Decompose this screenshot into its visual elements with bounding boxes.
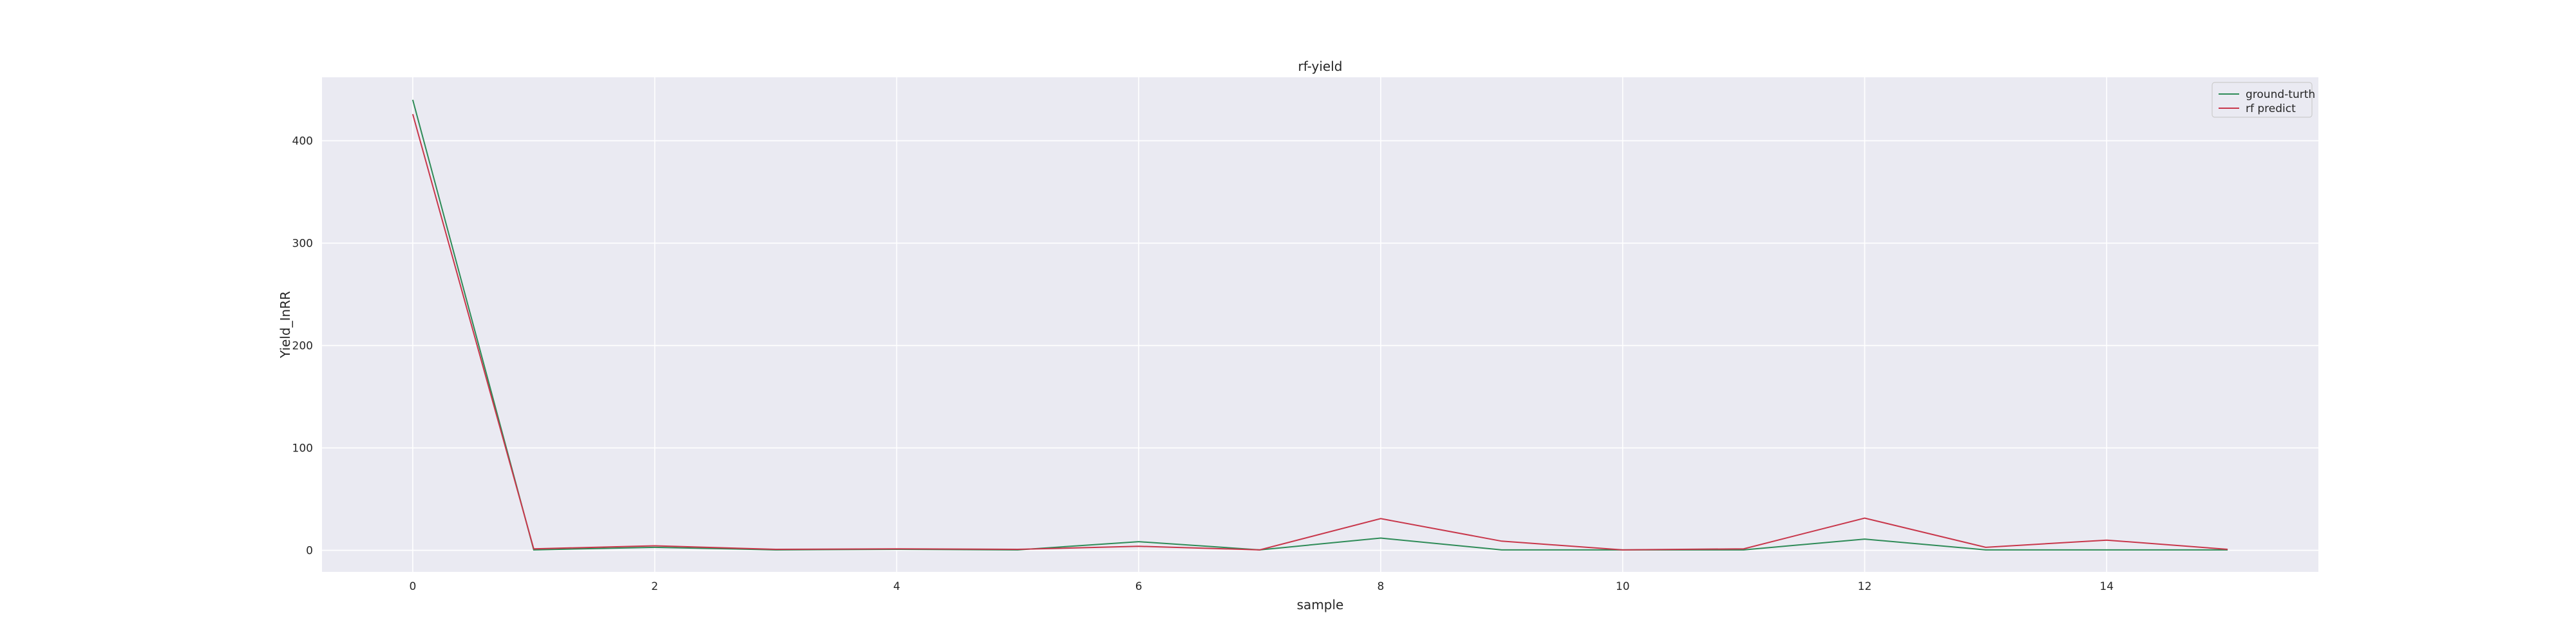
- series-line-ground-turth: [412, 99, 2228, 551]
- y-tick-label: 300: [292, 238, 313, 251]
- legend: ground-turth rf predict: [2211, 82, 2315, 118]
- x-tick-label: 0: [409, 580, 416, 593]
- series-line-rf-predict: [412, 113, 2228, 551]
- series-layer: [412, 99, 2228, 551]
- x-tick-label: 4: [893, 580, 900, 593]
- legend-label-ground-turth: ground-turth: [2246, 88, 2315, 101]
- x-tick-label: 6: [1135, 580, 1142, 593]
- plot-background: [322, 77, 2318, 572]
- y-tick-label: 200: [292, 340, 313, 353]
- x-tick-label: 2: [651, 580, 658, 593]
- legend-label-rf-predict: rf predict: [2246, 102, 2296, 115]
- y-axis-title: Yield_InRR: [278, 291, 293, 359]
- chart-title: rf-yield: [1298, 59, 1343, 74]
- y-tick-label: 400: [292, 135, 313, 148]
- tick-labels: 0 2 4 6 8 10 12 14 0 100 200 300 400: [292, 135, 2114, 593]
- y-tick-label: 100: [292, 442, 313, 455]
- x-tick-label: 10: [1616, 580, 1630, 593]
- x-axis-title: sample: [1297, 597, 1344, 612]
- y-tick-label: 0: [306, 545, 313, 558]
- x-tick-label: 8: [1378, 580, 1385, 593]
- x-tick-label: 14: [2099, 580, 2114, 593]
- x-tick-label: 12: [1858, 580, 1872, 593]
